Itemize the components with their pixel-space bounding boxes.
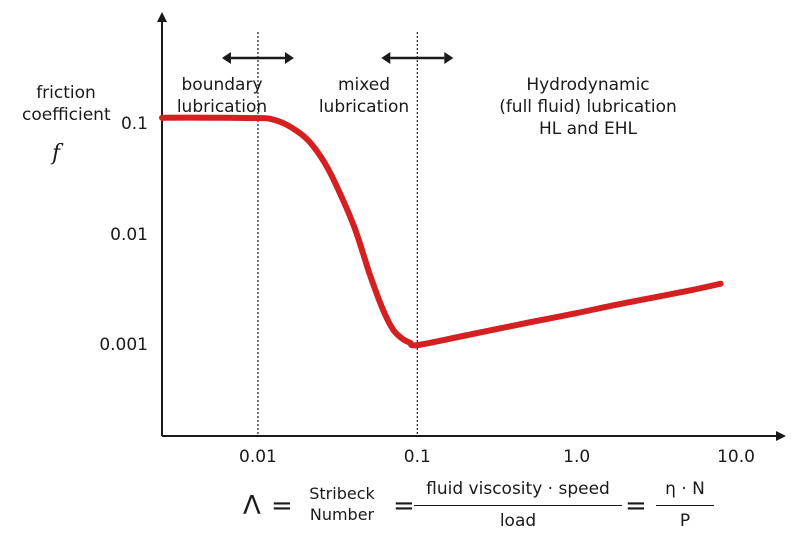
friction-curve (159, 114, 724, 349)
y-tick-label: 0.1 (120, 114, 148, 135)
stribeck-number-line-2: Number (309, 505, 375, 524)
y-axis-label-line-2: coefficient (22, 105, 111, 125)
region-arrow-head (444, 52, 454, 64)
region-arrow-head (381, 52, 391, 64)
y-axis-symbol: f (52, 141, 61, 166)
x-tick-label: 10.0 (717, 447, 755, 467)
formula-denominator: load (499, 511, 537, 531)
fraction-bar-1 (414, 505, 622, 506)
stribeck-number-line-1: Stribeck (309, 484, 375, 503)
stribeck-number-label: Stribeck Number (298, 483, 386, 525)
equals-sign-2: = (393, 491, 415, 521)
region-label-boundary: boundary lubrication (168, 74, 276, 118)
y-axis-label-line-1: friction (36, 83, 96, 103)
region-label-hydrodynamic: Hydrodynamic (full fluid) lubrication HL… (468, 74, 708, 140)
region-label-mixed-line-1: mixed (337, 75, 391, 95)
region-label-mixed-line-2: lubrication (318, 97, 410, 117)
x-tick-label: 0.1 (403, 447, 431, 467)
lambda-symbol: Λ (243, 491, 261, 521)
formula-denominator-2: P (679, 511, 691, 531)
formula-numerator: fluid viscosity · speed (426, 479, 610, 499)
equals-sign-1: = (271, 491, 293, 521)
formula-numerator-2: η · N (665, 479, 705, 499)
region-label-boundary-line-2: lubrication (176, 97, 268, 117)
region-label-hydrodynamic-line-2: (full fluid) lubrication (499, 97, 677, 117)
equals-sign-3: = (625, 491, 647, 521)
region-arrow-head (221, 52, 231, 64)
x-tick-label: 0.01 (239, 447, 277, 467)
region-label-hydrodynamic-line-1: Hydrodynamic (526, 75, 650, 95)
y-tick-label: 0.01 (110, 224, 148, 245)
x-tick-label: 1.0 (563, 447, 591, 467)
y-tick-label: 0.001 (99, 335, 148, 356)
fraction-bar-2 (656, 505, 714, 506)
region-label-mixed: mixed lubrication (302, 74, 426, 118)
region-label-hydrodynamic-line-3: HL and EHL (538, 119, 638, 139)
region-label-boundary-line-1: boundary (181, 75, 263, 95)
y-axis-label: friction coefficient (22, 82, 111, 126)
region-arrow-head (284, 52, 294, 64)
